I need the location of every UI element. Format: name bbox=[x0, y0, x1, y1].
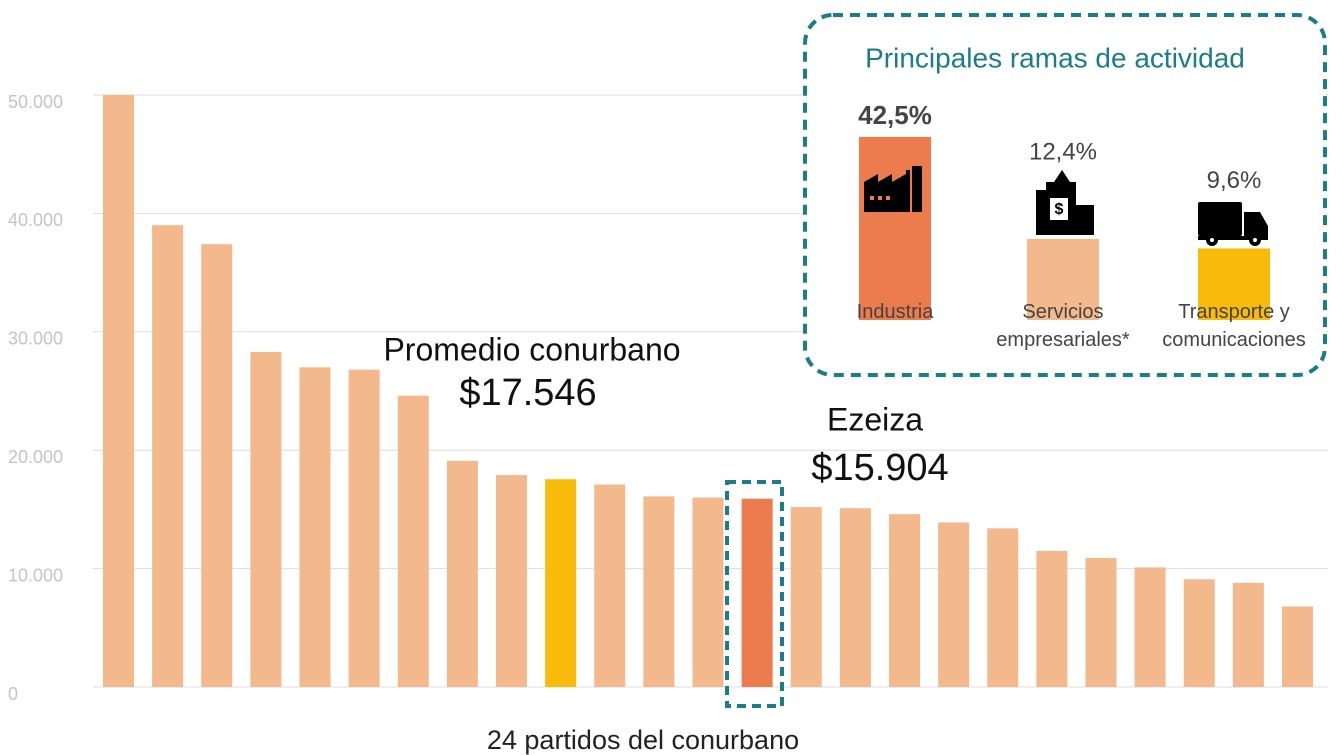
bar bbox=[1036, 550, 1068, 687]
buildings-icon: $ bbox=[1036, 170, 1094, 235]
inset-bar bbox=[859, 136, 931, 320]
bar bbox=[1134, 567, 1166, 687]
y-tick-label: 30.000 bbox=[8, 329, 63, 349]
bar bbox=[397, 395, 429, 687]
bar bbox=[446, 460, 478, 687]
value-label: $17.546 bbox=[459, 372, 596, 414]
svg-text:$: $ bbox=[1055, 201, 1064, 218]
bar bbox=[643, 496, 675, 687]
bar bbox=[1232, 582, 1264, 687]
truck-icon bbox=[1198, 202, 1268, 246]
inset-value-label: 9,6% bbox=[1207, 167, 1262, 194]
bar bbox=[839, 508, 871, 687]
bar bbox=[741, 498, 773, 687]
inset-value-label: 12,4% bbox=[1029, 138, 1097, 165]
bar bbox=[545, 479, 577, 687]
inset-category-label: Transporte y comunicaciones bbox=[1162, 301, 1306, 351]
inset-category-label: Industria bbox=[856, 301, 934, 323]
bar bbox=[987, 528, 1019, 687]
y-tick-label: 40.000 bbox=[8, 210, 63, 230]
bar bbox=[1282, 606, 1313, 687]
bar bbox=[152, 225, 184, 688]
x-axis-label: 24 partidos del conurbano bbox=[487, 725, 799, 755]
bar bbox=[1085, 557, 1117, 687]
bar bbox=[299, 367, 331, 687]
bar bbox=[594, 484, 626, 687]
annotation: Ezeiza bbox=[827, 401, 923, 437]
y-tick-label: 50.000 bbox=[8, 92, 63, 112]
bar bbox=[348, 369, 380, 687]
y-tick-label: 0 bbox=[8, 684, 18, 704]
bar bbox=[1183, 579, 1215, 687]
annotation: Promedio conurbano bbox=[383, 331, 680, 367]
inset-value-label: 42,5% bbox=[858, 100, 932, 130]
value-label: $15.904 bbox=[811, 447, 948, 489]
inset-category-label: Servicios empresariales* bbox=[996, 301, 1130, 351]
bar bbox=[938, 522, 970, 687]
inset-bar bbox=[1027, 238, 1099, 320]
bar bbox=[201, 244, 233, 687]
y-tick-label: 20.000 bbox=[8, 447, 63, 467]
bar bbox=[692, 497, 724, 687]
bar bbox=[103, 95, 134, 687]
inset-title: Principales ramas de actividad bbox=[865, 42, 1245, 73]
bar bbox=[790, 507, 822, 687]
bar bbox=[250, 351, 282, 687]
bar bbox=[496, 475, 527, 687]
inset-bar bbox=[1198, 248, 1270, 320]
icons: $ bbox=[864, 166, 1268, 246]
factory-icon bbox=[864, 166, 922, 212]
highlight-frame bbox=[725, 480, 784, 708]
y-tick-label: 10.000 bbox=[8, 565, 63, 585]
bar bbox=[889, 514, 920, 687]
